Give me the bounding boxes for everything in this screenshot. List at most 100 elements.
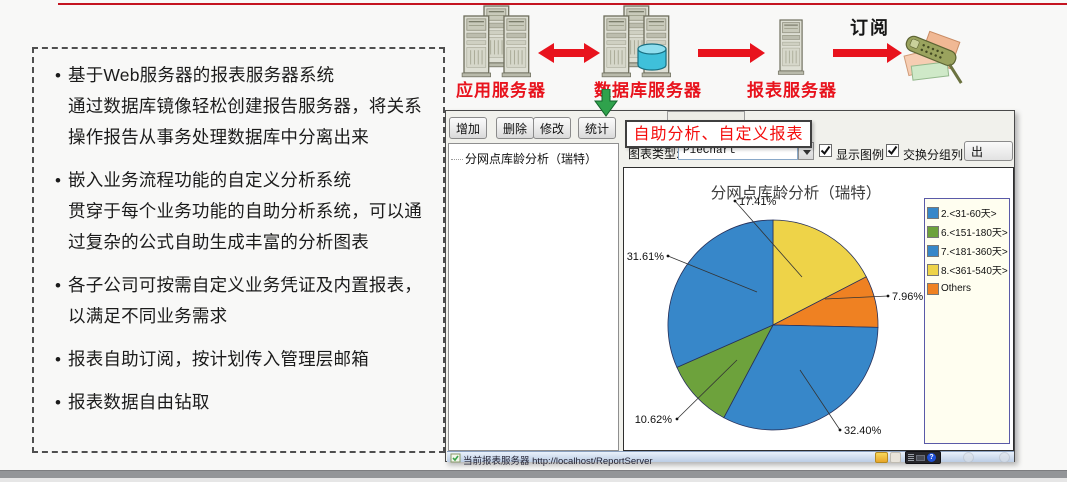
bullet-icon <box>48 344 68 375</box>
tree-connector <box>451 159 463 161</box>
swap-group-checkbox[interactable] <box>886 144 899 157</box>
red-arrow-icon <box>698 43 765 63</box>
report-tree-panel: 分网点库龄分析（瑞特） <box>448 143 619 451</box>
display-icon <box>916 454 925 461</box>
label-dot <box>733 199 737 203</box>
delete-button[interactable]: 删除 <box>496 117 534 139</box>
db-server-label: 数据库服务器 <box>594 81 702 100</box>
show-legend-checkbox[interactable] <box>819 144 832 157</box>
label-dot <box>886 294 890 298</box>
legend-label: Others <box>941 283 972 294</box>
pie-slice <box>772 219 867 326</box>
legend-swatch-icon <box>927 244 939 257</box>
bullet-body: 贯穿于每个业务功能的自助分析系统，可以通过复杂的公式自助生成丰富的分析图表 <box>68 201 422 252</box>
report-server-icon <box>777 19 805 75</box>
legend-item: Others <box>927 279 1007 298</box>
bullet-item: 各子公司可按需自定义业务凭证及内置报表，以满足不同业务需求 <box>48 270 431 332</box>
db-server-cluster-icon <box>601 5 671 78</box>
bullet-item: 报表自助订阅，按计划传入管理层邮箱 <box>48 344 431 375</box>
bullet-title: 基于Web服务器的报表服务器系统 <box>68 65 335 85</box>
app-server-label: 应用服务器 <box>456 81 546 100</box>
chart-title: 分网点库龄分析（瑞特） <box>711 184 882 202</box>
label-leader-line <box>734 200 803 278</box>
pie-percent-label: 31.61% <box>627 251 665 263</box>
chart-type-label: 图表类型: <box>628 147 680 161</box>
legend-label: 2.<31-60天> <box>941 209 997 220</box>
tray-widget[interactable]: ? <box>905 451 941 464</box>
bullet-title: 报表数据自由钻取 <box>68 392 210 412</box>
show-legend-label: 显示图例 <box>836 148 885 162</box>
tray-page-icon[interactable] <box>890 452 901 463</box>
pie-chart: 分网点库龄分析（瑞特） 17.41% 7.96% 32.40% 10.62% 31.61… <box>627 184 924 437</box>
server-tower-icon <box>461 15 491 78</box>
legend-swatch-icon <box>927 263 939 276</box>
phone-fax-icon <box>903 30 963 84</box>
legend-item: 6.<151-180天> <box>927 222 1008 241</box>
pie-percent-label: 32.40% <box>844 425 882 437</box>
tray-ghost-icon <box>963 452 974 463</box>
keypad-icon <box>908 454 914 461</box>
legend-swatch-icon <box>927 225 939 238</box>
bottom-band-light <box>0 478 1067 482</box>
status-text: 当前报表服务器 http://localhost/ReportServer <box>463 456 653 467</box>
label-dot <box>838 428 842 432</box>
label-leader-line <box>799 369 841 431</box>
bullet-item: 报表数据自由钻取 <box>48 387 431 418</box>
legend-swatch-icon <box>927 206 939 219</box>
legend-box: 2.<31-60天> 6.<151-180天> 7.<181-360天> 8.<361… <box>924 198 1010 444</box>
report-server-label: 报表服务器 <box>747 81 837 100</box>
green-down-arrow-icon <box>594 89 618 117</box>
legend-label: 6.<151-180天> <box>941 228 1008 239</box>
tree-item-label: 分网点库龄分析（瑞特） <box>465 152 598 166</box>
server-flow-diagram <box>461 5 963 84</box>
pie-percent-label: 10.62% <box>635 414 673 426</box>
tray-notes-icon[interactable] <box>875 452 888 463</box>
add-button[interactable]: 增加 <box>449 117 487 139</box>
bullet-title: 嵌入业务流程功能的自定义分析系统 <box>68 170 352 190</box>
subscribe-label: 订阅 <box>850 18 890 38</box>
report-app-window: 增加 删除 修改 统计 分网点库龄分析（瑞特） 图表类型: PieChart 显… <box>445 110 1015 467</box>
legend-item: 2.<31-60天> <box>927 203 1007 222</box>
server-status-icon <box>450 453 461 463</box>
legend-label: 8.<361-540天> <box>941 266 1008 277</box>
server-tower-icon <box>501 15 531 78</box>
bullet-icon <box>48 270 68 332</box>
pie-percent-label: 17.41% <box>739 196 777 208</box>
swap-group-label: 交换分组列 <box>903 148 964 162</box>
pie-percent-label: 7.96% <box>892 291 923 303</box>
red-double-arrow-icon <box>538 43 600 63</box>
bottom-band <box>0 470 1067 478</box>
status-bar: 当前报表服务器 http://localhost/ReportServer ? <box>447 451 1014 467</box>
bullet-title: 各子公司可按需自定义业务凭证及内置报表，以满足不同业务需求 <box>68 275 422 326</box>
bullet-item: 基于Web服务器的报表服务器系统通过数据库镜像轻松创建报告服务器，将关系操作报告… <box>48 60 431 153</box>
tree-item-report[interactable]: 分网点库龄分析（瑞特） <box>451 150 616 167</box>
label-dot <box>666 254 670 258</box>
top-accent-line <box>58 3 1067 5</box>
label-leader-line <box>676 359 738 420</box>
export-button[interactable]: 出 <box>964 141 1013 161</box>
red-arrow-icon <box>833 43 902 63</box>
bullet-item: 嵌入业务流程功能的自定义分析系统贯穿于每个业务功能的自助分析系统，可以通过复杂的… <box>48 165 431 258</box>
panel-tab[interactable] <box>667 111 745 120</box>
bullet-title: 报表自助订阅，按计划传入管理层邮箱 <box>68 349 369 369</box>
stats-button[interactable]: 统计 <box>578 117 616 139</box>
check-icon <box>887 145 898 156</box>
tray-ghost-icon <box>999 452 1010 463</box>
bullet-body: 通过数据库镜像轻松创建报告服务器，将关系操作报告从事务处理数据库中分离出来 <box>68 96 422 147</box>
chart-panel: 分网点库龄分析（瑞特） 17.41% 7.96% 32.40% 10.62% 31.61… <box>623 167 1014 451</box>
label-leader-line <box>824 295 889 300</box>
legend-label: 7.<181-360天> <box>941 247 1008 258</box>
legend-item: 8.<361-540天> <box>927 260 1008 279</box>
app-server-cluster-icon <box>461 5 531 78</box>
help-icon[interactable]: ? <box>927 453 936 462</box>
pie-slice <box>667 219 774 368</box>
label-leader-line <box>667 255 758 293</box>
pie-slice <box>723 324 879 431</box>
bullet-icon <box>48 387 68 418</box>
label-dot <box>675 417 679 421</box>
feature-list: 基于Web服务器的报表服务器系统通过数据库镜像轻松创建报告服务器，将关系操作报告… <box>32 47 445 453</box>
modify-button[interactable]: 修改 <box>533 117 571 139</box>
server-tower-icon <box>777 19 805 75</box>
bullet-icon <box>48 165 68 258</box>
